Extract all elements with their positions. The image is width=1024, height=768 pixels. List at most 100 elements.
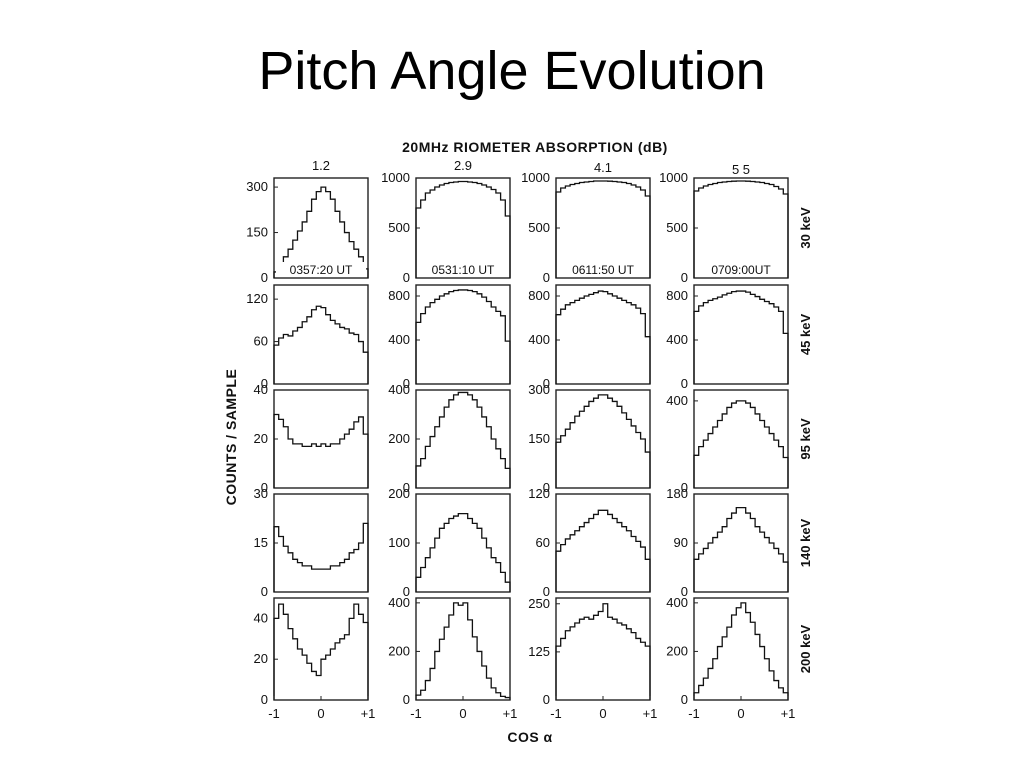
x-tick-label: 0 xyxy=(599,706,606,721)
y-tick-label: 400 xyxy=(666,332,688,347)
histogram-line xyxy=(415,180,511,278)
histogram-line xyxy=(555,509,651,592)
panel-frame xyxy=(555,597,651,701)
histogram-line xyxy=(415,602,511,700)
x-tick-label: -1 xyxy=(550,706,562,721)
y-tick-label: 0 xyxy=(403,270,410,285)
energy-label: 140 keV xyxy=(798,518,813,567)
histogram-line xyxy=(693,180,789,278)
y-tick-label: 40 xyxy=(254,610,268,625)
time-label: 0531:10 UT xyxy=(432,263,495,277)
y-tick-label: 400 xyxy=(666,393,688,408)
histogram-line xyxy=(415,512,511,592)
y-tick-label: 800 xyxy=(528,288,550,303)
y-tick-label: 400 xyxy=(388,332,410,347)
time-label: 0709:00UT xyxy=(711,263,771,277)
y-tick-label: 20 xyxy=(254,431,268,446)
x-tick-label: +1 xyxy=(781,706,796,721)
y-tick-label: 400 xyxy=(528,332,550,347)
y-tick-label: 100 xyxy=(388,535,410,550)
y-tick-label: 200 xyxy=(388,486,410,501)
x-tick-label: 0 xyxy=(317,706,324,721)
histogram-line xyxy=(415,391,511,488)
panel-frame xyxy=(555,284,651,385)
column-absorption-label: 4.1 xyxy=(594,160,612,175)
energy-label: 95 keV xyxy=(798,418,813,460)
time-label: 0357:20 UT xyxy=(290,263,353,277)
x-tick-label: -1 xyxy=(268,706,280,721)
x-tick-label: +1 xyxy=(361,706,376,721)
y-tick-label: 400 xyxy=(666,595,688,610)
y-tick-label: 800 xyxy=(666,288,688,303)
x-tick-label: -1 xyxy=(410,706,422,721)
y-tick-label: 15 xyxy=(254,535,268,550)
y-tick-label: 0 xyxy=(543,270,550,285)
x-tick-label: +1 xyxy=(643,706,658,721)
time-label-bg xyxy=(558,262,648,277)
y-tick-label: 0 xyxy=(681,584,688,599)
histogram-line xyxy=(273,305,369,384)
y-tick-label: 0 xyxy=(681,692,688,707)
energy-label: 200 keV xyxy=(798,624,813,673)
y-tick-label: 1000 xyxy=(521,170,550,185)
y-tick-label: 200 xyxy=(666,643,688,658)
x-tick-label: -1 xyxy=(688,706,700,721)
y-tick-label: 150 xyxy=(246,225,268,240)
x-tick-label: 0 xyxy=(459,706,466,721)
y-tick-label: 150 xyxy=(528,431,550,446)
y-tick-label: 300 xyxy=(246,179,268,194)
histogram-line xyxy=(693,506,789,592)
histogram-line xyxy=(555,180,651,278)
y-tick-label: 0 xyxy=(543,692,550,707)
y-tick-label: 200 xyxy=(388,643,410,658)
panel-frame xyxy=(415,493,511,593)
y-tick-label: 20 xyxy=(254,651,268,666)
y-tick-label: 1000 xyxy=(381,170,410,185)
y-tick-label: 0 xyxy=(543,584,550,599)
panel-frame xyxy=(555,493,651,593)
column-absorption-label: 2.9 xyxy=(454,158,472,173)
y-tick-label: 200 xyxy=(388,431,410,446)
panel-frame xyxy=(415,597,511,701)
panel-frame xyxy=(415,284,511,385)
histogram-line xyxy=(273,413,369,488)
panel-frame xyxy=(555,389,651,489)
y-tick-label: 800 xyxy=(388,288,410,303)
y-axis-title: COUNTS / SAMPLE xyxy=(223,369,239,506)
y-tick-label: 0 xyxy=(681,270,688,285)
time-label-bg xyxy=(276,262,366,277)
histogram-line xyxy=(415,289,511,384)
panel-frame xyxy=(693,389,789,489)
y-tick-label: 0 xyxy=(261,376,268,391)
y-tick-label: 0 xyxy=(261,692,268,707)
y-tick-label: 500 xyxy=(666,220,688,235)
y-tick-label: 0 xyxy=(681,480,688,495)
y-tick-label: 0 xyxy=(403,376,410,391)
x-tick-label: 0 xyxy=(737,706,744,721)
histogram-line xyxy=(693,602,789,700)
y-tick-label: 250 xyxy=(528,596,550,611)
histogram-line xyxy=(555,394,651,488)
y-tick-label: 120 xyxy=(246,291,268,306)
y-tick-label: 120 xyxy=(528,486,550,501)
y-tick-label: 0 xyxy=(543,376,550,391)
histogram-line xyxy=(693,400,789,488)
y-tick-label: 0 xyxy=(403,584,410,599)
time-label-bg xyxy=(696,262,786,277)
y-tick-label: 125 xyxy=(528,644,550,659)
column-absorption-label: 1.2 xyxy=(312,158,330,173)
chart-title: 20MHz RIOMETER ABSORPTION (dB) xyxy=(402,139,668,155)
panel-frame xyxy=(273,284,369,385)
y-tick-label: 180 xyxy=(666,486,688,501)
time-label-bg xyxy=(418,262,508,277)
slide-title: Pitch Angle Evolution xyxy=(258,41,766,101)
y-tick-label: 0 xyxy=(681,376,688,391)
histogram-line xyxy=(273,522,369,592)
column-absorption-label: 5 5 xyxy=(732,162,750,177)
panel-frame xyxy=(273,493,369,593)
x-axis-title: COS α xyxy=(507,729,552,745)
histogram-line xyxy=(555,290,651,384)
y-tick-label: 1000 xyxy=(659,170,688,185)
